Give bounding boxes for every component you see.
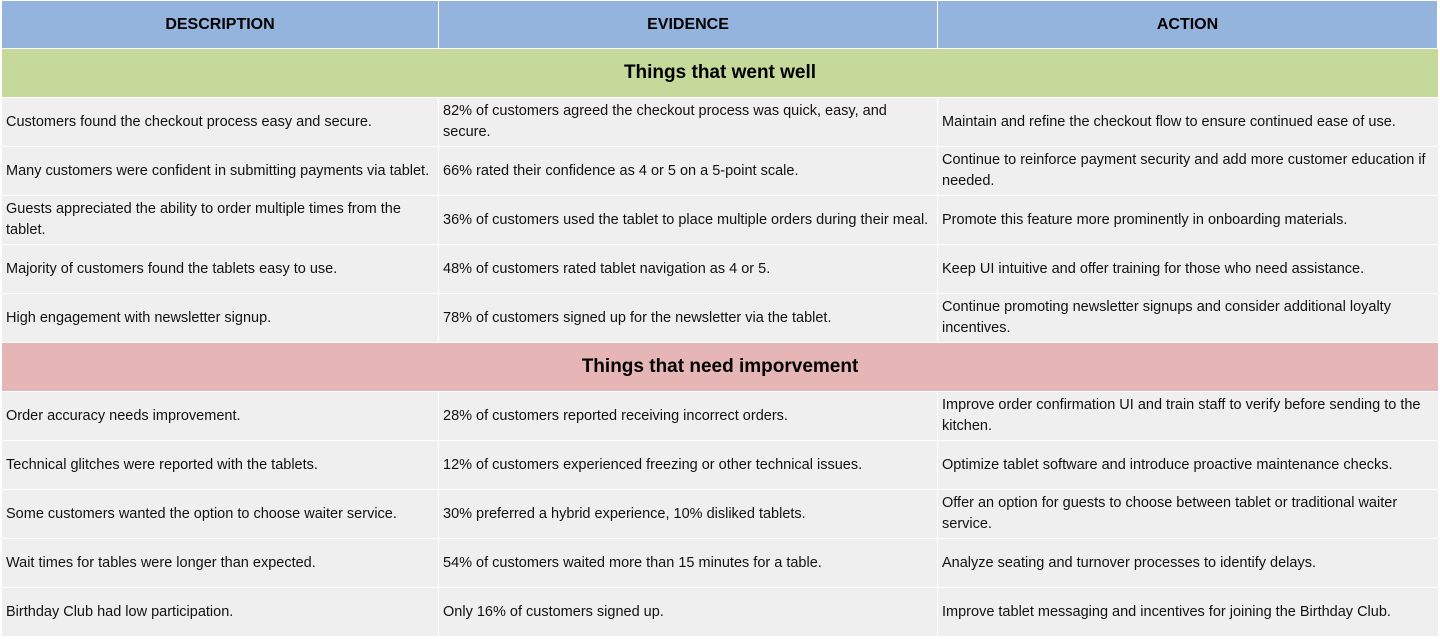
table-cell-description: Order accuracy needs improvement. <box>2 392 439 441</box>
table-cell-action: Maintain and refine the checkout flow to… <box>938 98 1438 147</box>
table-cell-description: Technical glitches were reported with th… <box>2 441 439 490</box>
table-cell-evidence: 82% of customers agreed the checkout pro… <box>439 98 938 147</box>
table-cell-action: Improve tablet messaging and incentives … <box>938 588 1438 637</box>
table-cell-action: Offer an option for guests to choose bet… <box>938 490 1438 539</box>
table-cell-action: Keep UI intuitive and offer training for… <box>938 245 1438 294</box>
column-header-action: ACTION <box>938 1 1438 49</box>
table-cell-evidence: 48% of customers rated tablet navigation… <box>439 245 938 294</box>
section-heading-needs-improvement: Things that need imporvement <box>2 343 1438 392</box>
table-cell-action: Continue promoting newsletter signups an… <box>938 294 1438 343</box>
table-cell-description: Guests appreciated the ability to order … <box>2 196 439 245</box>
table-cell-evidence: 54% of customers waited more than 15 min… <box>439 539 938 588</box>
table-cell-evidence: 78% of customers signed up for the newsl… <box>439 294 938 343</box>
table-cell-description: Some customers wanted the option to choo… <box>2 490 439 539</box>
table-cell-description: Customers found the checkout process eas… <box>2 98 439 147</box>
column-header-evidence: EVIDENCE <box>439 1 938 49</box>
table-cell-evidence: Only 16% of customers signed up. <box>439 588 938 637</box>
table-cell-description: Wait times for tables were longer than e… <box>2 539 439 588</box>
section-heading-went-well: Things that went well <box>2 49 1438 98</box>
table-cell-evidence: 12% of customers experienced freezing or… <box>439 441 938 490</box>
table-cell-action: Promote this feature more prominently in… <box>938 196 1438 245</box>
table-cell-evidence: 28% of customers reported receiving inco… <box>439 392 938 441</box>
table-cell-action: Analyze seating and turnover processes t… <box>938 539 1438 588</box>
table-cell-action: Continue to reinforce payment security a… <box>938 147 1438 196</box>
column-header-description: DESCRIPTION <box>2 1 439 49</box>
table-cell-description: Birthday Club had low participation. <box>2 588 439 637</box>
table-cell-evidence: 66% rated their confidence as 4 or 5 on … <box>439 147 938 196</box>
table-cell-description: High engagement with newsletter signup. <box>2 294 439 343</box>
table-cell-evidence: 36% of customers used the tablet to plac… <box>439 196 938 245</box>
table-cell-action: Improve order confirmation UI and train … <box>938 392 1438 441</box>
table-cell-description: Majority of customers found the tablets … <box>2 245 439 294</box>
table-cell-evidence: 30% preferred a hybrid experience, 10% d… <box>439 490 938 539</box>
table-cell-description: Many customers were confident in submitt… <box>2 147 439 196</box>
table-cell-action: Optimize tablet software and introduce p… <box>938 441 1438 490</box>
